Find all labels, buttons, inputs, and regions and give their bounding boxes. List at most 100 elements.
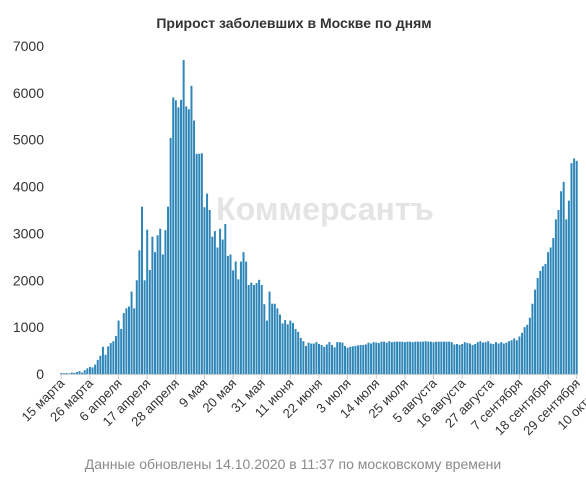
- bar: [320, 344, 323, 374]
- y-axis-ticks: 0 1000 2000 3000 4000 5000 6000 7000: [13, 38, 44, 382]
- bar: [453, 344, 456, 374]
- bar: [297, 331, 300, 374]
- bar: [393, 341, 396, 374]
- update-note: Данные обновлены 14.10.2020 в 11:37 по м…: [84, 456, 502, 472]
- y-tick-label: 1000: [13, 319, 44, 335]
- bar: [518, 336, 521, 374]
- bar: [461, 344, 464, 374]
- bar: [510, 340, 513, 374]
- bar: [169, 137, 172, 374]
- bar: [416, 341, 419, 374]
- bar: [284, 320, 287, 374]
- y-tick-label: 0: [36, 366, 44, 382]
- bar: [107, 346, 110, 374]
- bar: [276, 308, 279, 374]
- bar: [195, 153, 198, 374]
- bar: [127, 306, 130, 374]
- bar: [570, 163, 573, 374]
- bar: [213, 231, 216, 374]
- bar: [219, 228, 222, 374]
- bar: [289, 320, 292, 374]
- bar: [344, 345, 347, 374]
- bar: [232, 270, 235, 374]
- bar: [70, 372, 73, 374]
- bar: [573, 158, 576, 374]
- bar: [263, 304, 266, 374]
- bar: [482, 342, 484, 374]
- bar: [138, 250, 141, 374]
- bar: [554, 219, 557, 374]
- bar: [278, 314, 281, 374]
- bar: [229, 254, 232, 374]
- bar: [182, 60, 185, 375]
- bar: [377, 343, 380, 374]
- bar: [331, 344, 334, 374]
- bar: [513, 338, 516, 374]
- bar: [151, 236, 154, 374]
- y-tick-label: 7000: [13, 38, 44, 54]
- bar: [448, 341, 451, 374]
- bar: [333, 347, 336, 374]
- bar: [172, 97, 175, 374]
- bar: [133, 308, 136, 374]
- chart-title: Прирост заболевших в Москве по дням: [156, 15, 431, 31]
- y-tick-label: 3000: [13, 225, 44, 241]
- bar: [299, 337, 302, 374]
- bar: [544, 263, 547, 374]
- bar: [440, 341, 443, 374]
- bar: [489, 343, 492, 374]
- bar: [156, 235, 159, 374]
- bar: [484, 342, 487, 374]
- bar: [435, 341, 438, 374]
- bar: [468, 343, 471, 374]
- bar: [508, 341, 511, 374]
- bar: [143, 280, 146, 374]
- bar: [286, 324, 289, 374]
- bar: [362, 344, 365, 374]
- bar: [375, 342, 378, 374]
- bar: [101, 346, 104, 374]
- bar: [81, 372, 84, 374]
- bar: [273, 303, 276, 374]
- bar: [109, 343, 112, 374]
- bar: [557, 210, 560, 374]
- bar: [497, 343, 500, 374]
- bar: [135, 280, 138, 374]
- bar: [427, 341, 430, 374]
- bar: [383, 341, 386, 374]
- bar: [354, 345, 357, 374]
- bar: [390, 342, 393, 374]
- bar: [575, 160, 578, 374]
- bar: [247, 284, 250, 374]
- bar: [75, 372, 78, 374]
- bar: [422, 341, 425, 374]
- bar: [310, 343, 313, 374]
- bar: [252, 284, 255, 374]
- bar: [242, 252, 245, 374]
- y-tick-label: 5000: [13, 132, 44, 148]
- bar: [203, 207, 206, 374]
- y-tick-label: 2000: [13, 272, 44, 288]
- bar: [471, 344, 474, 374]
- bar: [323, 346, 326, 374]
- bar: [474, 344, 477, 374]
- bar: [221, 239, 224, 374]
- bar: [161, 254, 164, 374]
- bar: [432, 342, 435, 374]
- bar: [521, 332, 524, 374]
- bar: [549, 247, 552, 374]
- bar: [62, 373, 65, 374]
- bar: [112, 341, 115, 374]
- bar: [255, 283, 258, 374]
- bar: [104, 354, 107, 374]
- bar: [174, 100, 177, 374]
- bar: [367, 342, 370, 374]
- bar: [328, 342, 331, 374]
- bar: [164, 230, 167, 374]
- bar: [495, 342, 497, 374]
- bar: [193, 120, 196, 374]
- bar: [120, 329, 123, 374]
- bar: [567, 200, 570, 374]
- bar: [419, 341, 422, 374]
